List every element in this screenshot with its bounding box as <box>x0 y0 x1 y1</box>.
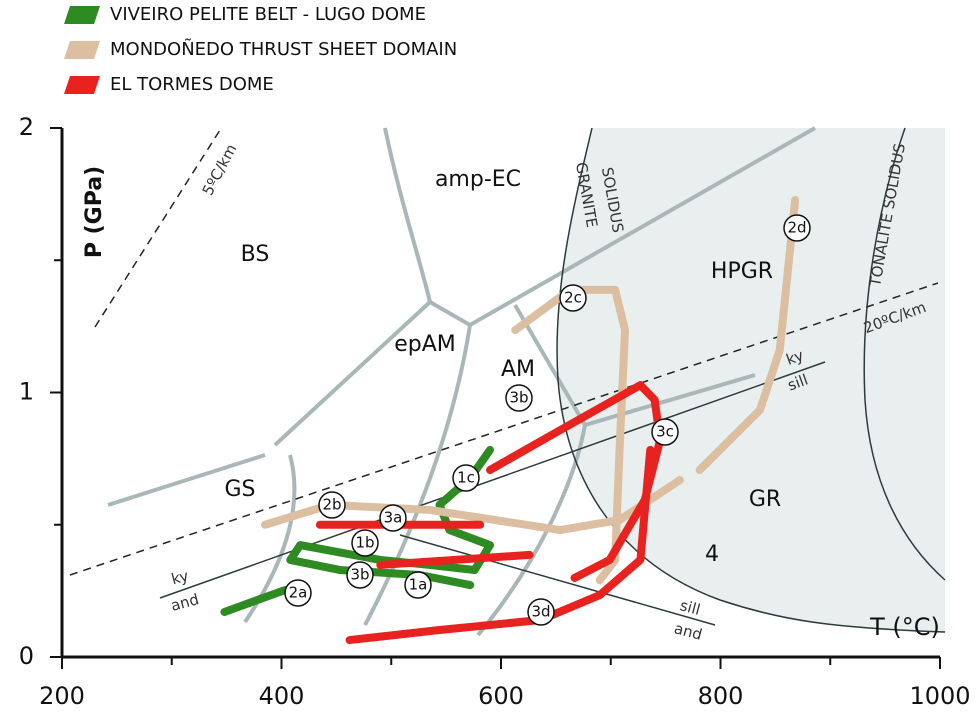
annotation: epAM <box>394 332 456 357</box>
annotation: sill <box>785 371 810 395</box>
legend-swatch <box>64 76 100 94</box>
legend: VIVEIRO PELITE BELT - LUGO DOME MONDOÑEDO… <box>64 4 457 95</box>
facies-boundaries <box>107 126 816 637</box>
stage-label: 3b <box>509 389 528 407</box>
x-axis-label: T (°C) <box>869 613 940 641</box>
annotation: 5ºC/km <box>199 141 241 198</box>
stage-marker <box>559 284 587 312</box>
stage-marker <box>527 598 555 626</box>
stage-marker <box>284 579 312 607</box>
stage-marker <box>379 504 407 532</box>
annotation: ky <box>784 346 806 369</box>
x-tick-label: 800 <box>698 682 744 710</box>
annotation: GR <box>749 487 781 512</box>
y-tick-label: 1 <box>19 378 34 406</box>
y-tick-label: 2 <box>19 113 34 141</box>
annotation: HPGR <box>711 259 773 284</box>
annotation: sill <box>678 596 702 619</box>
stage-label: 3c <box>656 423 674 441</box>
stage-label: 1a <box>409 576 428 594</box>
stage-label: 3b <box>350 566 369 584</box>
legend-swatch <box>64 41 100 59</box>
plot: BSamp-ECepAMAMGSHPGRGR45ºC/km20ºC/kmGRAN… <box>169 141 928 645</box>
stage-label: 2a <box>289 584 308 602</box>
legend-label: MONDOÑEDO THRUST SHEET DOMAIN <box>110 38 457 60</box>
stage-label: 2b <box>322 496 341 514</box>
stage-marker <box>783 214 811 242</box>
annotation: AM <box>501 357 535 382</box>
stage-label: 3a <box>384 509 403 527</box>
stage-marker <box>404 571 432 599</box>
legend-label: VIVEIRO PELITE BELT - LUGO DOME <box>110 4 426 25</box>
y-tick-label: 0 <box>19 642 34 670</box>
stage-label: 1b <box>355 534 374 552</box>
reaction-lines <box>159 127 946 633</box>
annotation: GS <box>224 477 255 502</box>
geotherms <box>69 129 939 576</box>
stage-marker <box>318 491 346 519</box>
annotation: 4 <box>705 542 719 567</box>
stage-marker <box>351 529 379 557</box>
annotation: BS <box>241 242 270 267</box>
x-tick-label: 400 <box>259 682 305 710</box>
x-tick-label: 1000 <box>909 682 970 710</box>
x-tick-label: 600 <box>478 682 524 710</box>
stage-marker <box>452 464 480 492</box>
y-axis-label: P (GPa) <box>82 166 107 258</box>
stage-label: 2d <box>787 219 806 237</box>
stage-label: 2c <box>564 289 582 307</box>
pt-path <box>315 381 665 645</box>
annotation: amp-EC <box>435 167 521 192</box>
legend-label: EL TORMES DOME <box>110 74 274 95</box>
legend-swatch <box>64 6 100 24</box>
melt-field <box>557 128 945 632</box>
annotation: ky <box>169 567 190 589</box>
x-tick-label: 200 <box>39 682 85 710</box>
stage-marker <box>346 561 374 589</box>
stage-label: 1c <box>457 469 475 487</box>
stage-marker <box>651 418 679 446</box>
stage-marker <box>505 384 533 412</box>
annotation: and <box>672 619 704 644</box>
stage-label: 3d <box>531 603 550 621</box>
